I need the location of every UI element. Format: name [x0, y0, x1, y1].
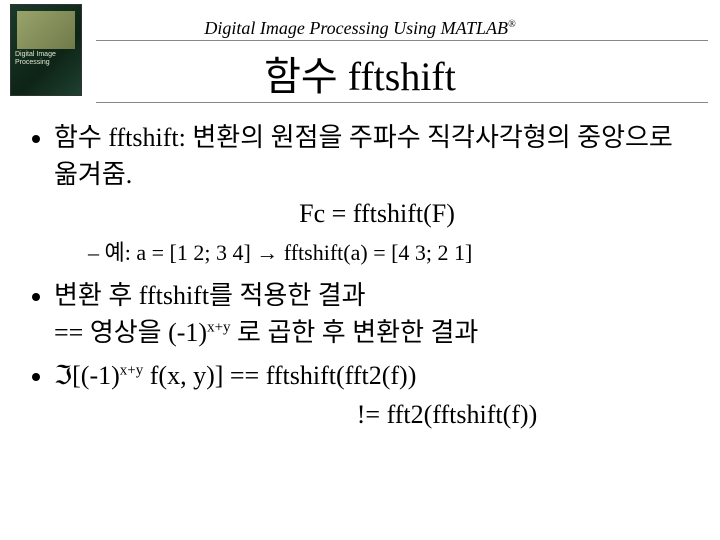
bullet-1: 함수 fftshift: 변환의 원점을 주파수 직각사각형의 중앙으로 옮겨줌… [54, 120, 700, 268]
header-main: Digital Image Processing Using MATLAB [204, 18, 508, 38]
example-line: 예: a = [1 2; 3 4] → fftshift(a) = [4 3; … [88, 237, 700, 268]
bullet-2-eq: == [54, 318, 90, 347]
bullet-2-line1: 변환 후 fftshift를 적용한 결과 [54, 281, 366, 310]
bullet-2: 변환 후 fftshift를 적용한 결과 == 영상을 (-1)x+y 로 곱… [54, 278, 700, 352]
bullet-3-ne: != fft2(fftshift(f)) [54, 397, 700, 434]
sub-bullet-list: 예: a = [1 2; 3 4] → fftshift(a) = [4 3; … [54, 237, 700, 268]
bullet-2-line2a: 영상을 (-1) [90, 318, 207, 347]
example-rest: a = [1 2; 3 4] → fftshift(a) = [4 3; 2 1… [136, 240, 472, 265]
bullet-2-exp: x+y [207, 319, 230, 335]
header-source-text: Digital Image Processing Using MATLAB® [0, 18, 720, 39]
divider-top [96, 40, 708, 41]
slide-header: Digital Image Processing Digital Image P… [0, 0, 720, 100]
divider-bottom [96, 102, 708, 103]
bullet-3-lb: [(-1) [72, 361, 120, 390]
slide-title: 함수 fftshift [0, 44, 720, 102]
example-lead: 예: [105, 240, 137, 265]
bullet-3-exp: x+y [120, 362, 143, 378]
bullet-3-mid: f(x, y)] == fftshift(fft2(f)) [143, 361, 416, 390]
bullet-2-line2b: 로 곱한 후 변환한 결과 [231, 318, 479, 347]
header-registered: ® [508, 19, 516, 30]
formula-fc: Fc = fftshift(F) [54, 196, 700, 233]
bullet-1-lead: 함수 fftshift: [54, 123, 192, 152]
bullet-3: ℑ[(-1)x+y f(x, y)] == fftshift(fft2(f)) … [54, 358, 700, 434]
slide-body: 함수 fftshift: 변환의 원점을 주파수 직각사각형의 중앙으로 옮겨줌… [24, 120, 700, 440]
bullet-list: 함수 fftshift: 변환의 원점을 주파수 직각사각형의 중앙으로 옮겨줌… [24, 120, 700, 434]
im-operator: ℑ [54, 361, 72, 390]
